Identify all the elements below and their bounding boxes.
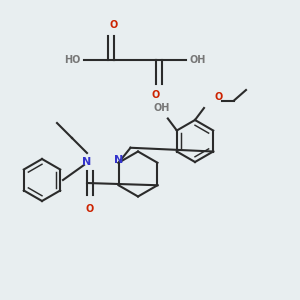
Text: O: O bbox=[110, 20, 118, 30]
Text: N: N bbox=[114, 155, 123, 165]
Text: O: O bbox=[215, 92, 223, 102]
Text: OH: OH bbox=[190, 55, 206, 65]
Text: N: N bbox=[82, 157, 91, 167]
Text: OH: OH bbox=[154, 103, 170, 112]
Text: O: O bbox=[152, 90, 160, 100]
Text: O: O bbox=[86, 204, 94, 214]
Text: HO: HO bbox=[64, 55, 80, 65]
